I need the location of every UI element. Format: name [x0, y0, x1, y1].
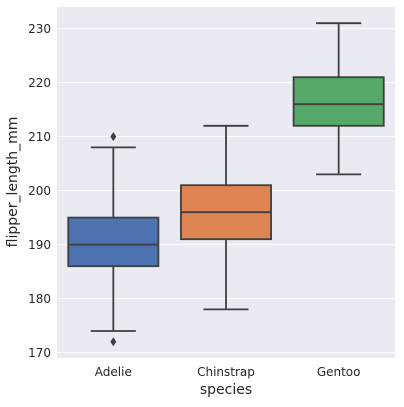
- box-gentoo: [292, 22, 385, 176]
- y-tick-label: 200: [28, 184, 51, 198]
- y-axis-ticks: 170 180 190 200 210 220 230: [28, 22, 51, 360]
- boxes: [67, 22, 385, 347]
- iqr-box: [67, 216, 160, 268]
- y-tick-label: 180: [28, 292, 51, 306]
- box-adelie: [67, 132, 160, 347]
- x-tick-label: Adelie: [95, 365, 132, 379]
- y-tick-label: 190: [28, 238, 51, 252]
- iqr-box: [292, 76, 385, 127]
- box-chinstrap: [180, 124, 272, 311]
- y-axis-label: flipper_length_mm: [5, 117, 21, 248]
- y-tick-label: 210: [28, 130, 51, 144]
- outlier-point: [110, 132, 117, 142]
- y-tick-label: 220: [28, 76, 51, 90]
- x-axis-label: species: [200, 382, 252, 398]
- y-tick-label: 230: [28, 22, 51, 36]
- x-tick-label: Gentoo: [317, 365, 361, 379]
- x-axis-ticks: Adelie Chinstrap Gentoo: [95, 365, 361, 379]
- y-tick-label: 170: [28, 346, 51, 360]
- outlier-point: [110, 337, 117, 347]
- x-tick-label: Chinstrap: [197, 365, 255, 379]
